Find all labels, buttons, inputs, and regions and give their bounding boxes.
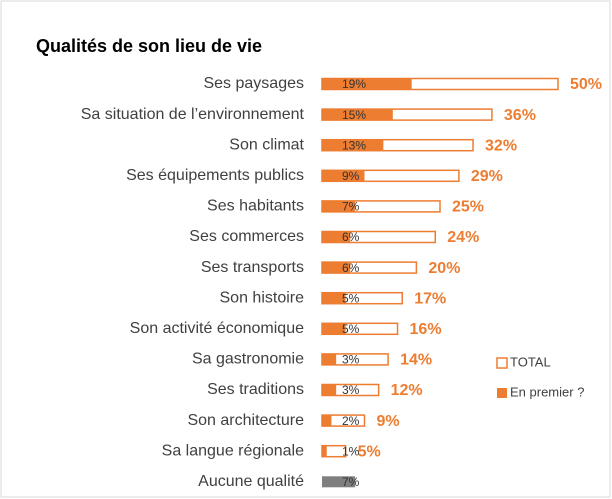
category-label: Sa langue régionale — [162, 442, 304, 459]
first-bar — [322, 231, 351, 243]
category-label: Ses transports — [201, 259, 304, 276]
first-bar — [322, 323, 346, 335]
first-label: 19% — [342, 77, 366, 91]
first-label: 5% — [342, 322, 360, 336]
total-label: 20% — [428, 260, 460, 277]
first-label: 6% — [342, 261, 360, 275]
legend-label: TOTAL — [510, 354, 551, 369]
category-label: Ses commerces — [189, 228, 304, 245]
category-label: Son climat — [229, 136, 304, 153]
first-bar — [322, 384, 337, 396]
first-label: 15% — [342, 108, 366, 122]
category-label: Ses traditions — [207, 381, 304, 398]
category-label: Son activité économique — [130, 320, 304, 337]
first-bar — [322, 353, 337, 365]
category-label: Sa situation de l’environnement — [81, 106, 305, 123]
category-label: Sa gastronomie — [192, 351, 304, 368]
first-label: 6% — [342, 230, 360, 244]
chart-title: Qualités de son lieu de vie — [36, 36, 262, 56]
total-label: 32% — [485, 137, 517, 154]
total-label: 24% — [447, 229, 479, 246]
total-label: 9% — [376, 413, 399, 430]
total-label: 36% — [504, 107, 536, 124]
legend-label: En premier ? — [510, 384, 584, 399]
first-bar — [322, 476, 356, 488]
first-bar — [322, 109, 393, 121]
total-label: 25% — [452, 199, 484, 216]
category-label: Aucune qualité — [198, 473, 304, 490]
first-bar — [322, 200, 356, 212]
first-label: 3% — [342, 353, 360, 367]
category-label: Ses habitants — [207, 198, 304, 215]
first-bar — [322, 262, 351, 274]
first-bar — [322, 415, 332, 427]
first-label: 2% — [342, 414, 360, 428]
legend-swatch — [497, 388, 507, 398]
first-bar — [322, 445, 327, 457]
total-label: 29% — [471, 168, 503, 185]
first-label: 13% — [342, 138, 366, 152]
total-label: 14% — [400, 352, 432, 369]
category-label: Ses équipements publics — [126, 167, 304, 184]
first-label: 1% — [342, 444, 360, 458]
first-bar — [322, 170, 365, 182]
total-label: 50% — [570, 76, 602, 93]
total-label: 12% — [391, 382, 423, 399]
category-label: Son architecture — [187, 412, 304, 429]
total-label: 17% — [414, 290, 446, 307]
first-bar — [322, 139, 384, 151]
category-label: Son histoire — [220, 289, 305, 306]
first-label: 5% — [342, 291, 360, 305]
legend-swatch — [496, 357, 508, 369]
total-label: 16% — [410, 321, 442, 338]
first-bar — [322, 78, 412, 90]
first-label: 7% — [342, 475, 360, 489]
first-label: 3% — [342, 383, 360, 397]
category-label: Ses paysages — [203, 75, 304, 92]
total-label: 5% — [358, 443, 381, 460]
first-label: 7% — [342, 200, 360, 214]
first-bar — [322, 292, 346, 304]
first-label: 9% — [342, 169, 360, 183]
